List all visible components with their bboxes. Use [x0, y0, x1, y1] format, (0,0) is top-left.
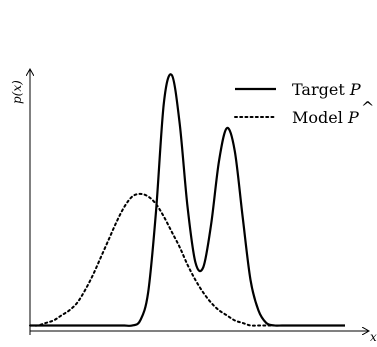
- y-axis-label: p(x): [10, 80, 24, 104]
- series-model-line: [29, 192, 346, 327]
- x-axis-label: x: [370, 330, 377, 343]
- legend-model-hat: ^: [361, 98, 374, 117]
- legend: Target P Model P ^: [234, 80, 374, 127]
- legend-label-target: Target P: [292, 80, 361, 99]
- legend-label-model: Model P: [292, 108, 359, 127]
